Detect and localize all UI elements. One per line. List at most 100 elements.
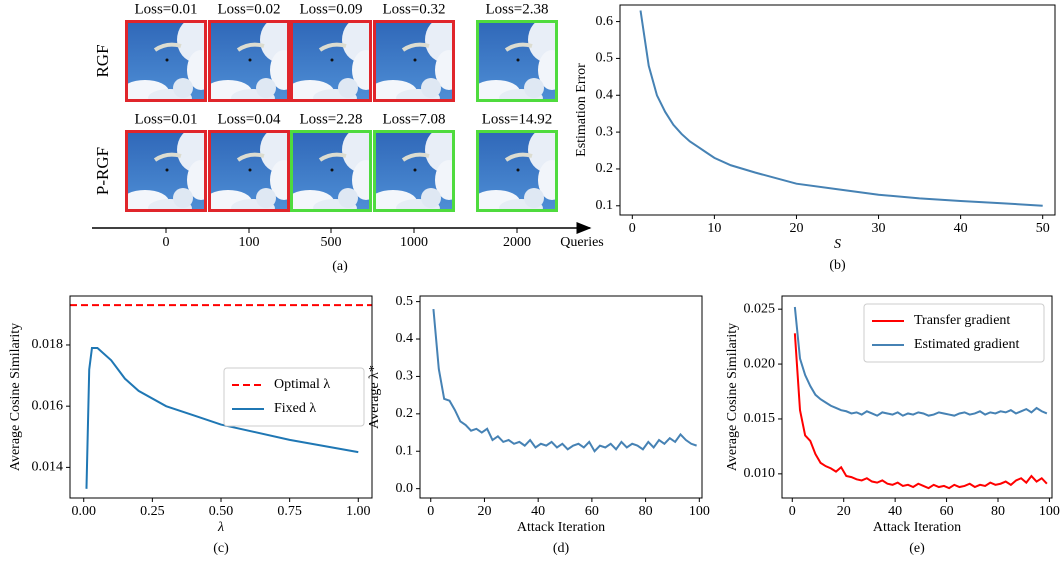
- y-axis-label: Estimation Error: [574, 63, 589, 157]
- image-border: [208, 130, 290, 212]
- y-tick-label: 0.4: [596, 87, 614, 102]
- row-label: P-RGF: [93, 147, 112, 195]
- loss-label: Loss=0.02: [217, 1, 280, 17]
- y-tick-label: 0.0: [396, 481, 414, 496]
- y-tick-label: 0.3: [396, 369, 414, 384]
- image: [208, 130, 290, 212]
- x-tick-label: 20: [477, 504, 491, 519]
- query-tick-label: 500: [321, 235, 342, 250]
- x-tick-label: 40: [954, 221, 968, 236]
- x-tick-label: 80: [991, 504, 1005, 519]
- x-tick-label: 0: [629, 221, 636, 236]
- data-line: [432, 309, 697, 453]
- image-border: [373, 130, 455, 212]
- y-tick-label: 0.018: [32, 337, 64, 352]
- data-line: [793, 333, 1048, 490]
- caption: (c): [213, 541, 229, 556]
- legend-label: Fixed λ: [274, 401, 316, 416]
- y-tick-label: 0.020: [744, 356, 776, 371]
- image-border: [476, 130, 558, 212]
- x-axis-label: Attack Iteration: [873, 520, 961, 535]
- y-tick-label: 0.4: [396, 331, 414, 346]
- caption: (a): [332, 259, 348, 274]
- axes-frame: [781, 295, 1053, 499]
- x-axis-label: λ: [217, 520, 224, 535]
- loss-label: Loss=0.04: [217, 111, 281, 127]
- loss-label: Loss=0.01: [134, 111, 197, 127]
- axes-frame: [419, 295, 703, 499]
- x-tick-label: 30: [872, 221, 886, 236]
- image-border: [125, 130, 207, 212]
- x-tick-label: 20: [837, 504, 851, 519]
- y-tick-label: 0.2: [596, 161, 614, 176]
- x-tick-label: 0.50: [209, 504, 234, 519]
- y-tick-label: 0.2: [396, 406, 414, 421]
- image-border: [208, 20, 290, 102]
- loss-label: Loss=14.92: [482, 111, 553, 127]
- axes-frame: [619, 4, 1056, 216]
- caption: (d): [553, 541, 570, 556]
- caption: (e): [909, 541, 925, 556]
- image: [125, 130, 207, 212]
- x-tick-label: 10: [707, 221, 721, 236]
- y-axis-label: Average Cosine Similarity: [725, 323, 740, 471]
- y-tick-label: 0.014: [32, 460, 64, 475]
- x-tick-label: 0.00: [71, 504, 96, 519]
- x-tick-label: 50: [1036, 221, 1050, 236]
- row-label: RGF: [93, 44, 112, 77]
- y-axis-label: Average λ*: [367, 365, 382, 429]
- legend-box: [863, 303, 1045, 363]
- x-tick-label: 40: [531, 504, 545, 519]
- x-tick-label: 80: [639, 504, 653, 519]
- y-tick-label: 0.010: [744, 466, 776, 481]
- loss-label: Loss=2.28: [299, 111, 362, 127]
- image-border: [476, 20, 558, 102]
- image-border: [373, 20, 455, 102]
- query-tick-label: 100: [239, 235, 260, 250]
- loss-label: Loss=2.38: [485, 1, 548, 17]
- legend-label: Transfer gradient: [914, 313, 1010, 328]
- query-tick-label: 1000: [400, 235, 428, 250]
- loss-label: Loss=0.01: [134, 1, 197, 17]
- query-axis-label: Queries: [560, 235, 604, 250]
- image: [476, 20, 558, 102]
- x-tick-label: 40: [888, 504, 902, 519]
- query-tick-label: 0: [163, 235, 170, 250]
- image-border: [290, 20, 372, 102]
- x-tick-label: 0.75: [277, 504, 302, 519]
- x-axis-label: S: [834, 237, 841, 252]
- y-tick-label: 0.1: [396, 443, 414, 458]
- x-tick-label: 60: [940, 504, 954, 519]
- y-tick-label: 0.3: [596, 124, 614, 139]
- image-border: [125, 20, 207, 102]
- x-tick-label: 20: [789, 221, 803, 236]
- x-axis-label: Attack Iteration: [517, 520, 605, 535]
- image: [208, 20, 290, 102]
- image: [290, 20, 372, 102]
- data-line: [639, 10, 1043, 207]
- y-tick-label: 0.6: [596, 14, 614, 29]
- data-line: [85, 347, 359, 489]
- image: [125, 20, 207, 102]
- y-tick-label: 0.1: [596, 198, 614, 213]
- image: [373, 130, 455, 212]
- y-axis-label: Average Cosine Similarity: [8, 323, 23, 471]
- loss-label: Loss=0.09: [299, 1, 362, 17]
- x-tick-label: 0: [789, 504, 796, 519]
- image: [476, 130, 558, 212]
- legend-box: [223, 367, 365, 427]
- y-tick-label: 0.015: [744, 411, 776, 426]
- x-tick-label: 0: [427, 504, 434, 519]
- data-line: [793, 306, 1048, 417]
- image-border: [290, 130, 372, 212]
- x-tick-label: 100: [689, 504, 710, 519]
- image: [290, 130, 372, 212]
- query-tick-label: 2000: [503, 235, 531, 250]
- y-tick-label: 0.5: [396, 294, 414, 309]
- y-tick-label: 0.016: [32, 398, 64, 413]
- legend-label: Optimal λ: [274, 377, 330, 392]
- caption: (b): [829, 258, 846, 273]
- x-tick-label: 60: [585, 504, 599, 519]
- x-tick-label: 1.00: [346, 504, 371, 519]
